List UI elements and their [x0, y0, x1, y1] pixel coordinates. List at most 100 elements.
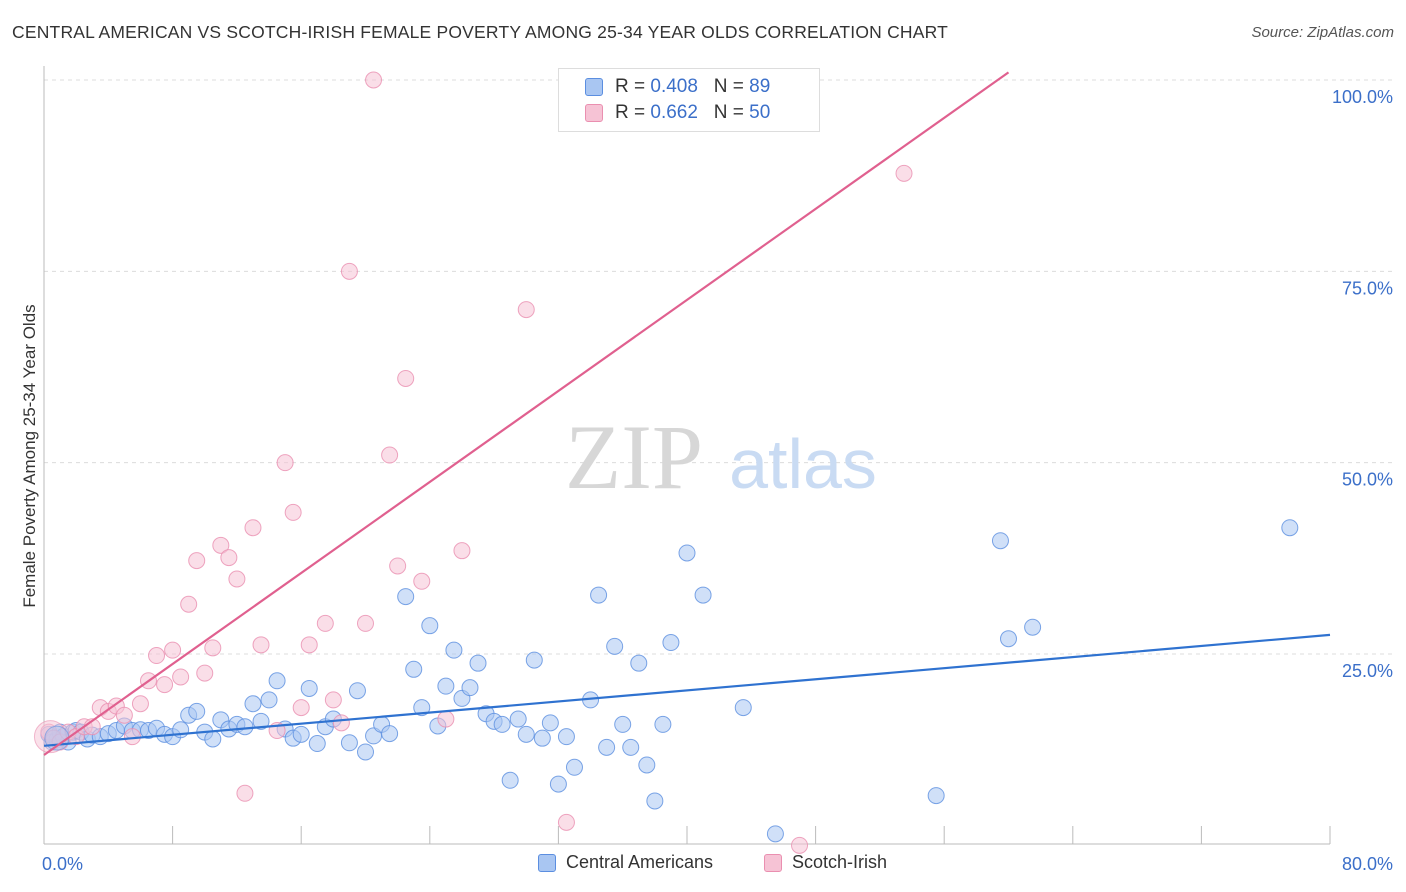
central-american-point — [461, 679, 479, 697]
stats-legend: R = 0.408 N = 89 R = 0.662 N = 50 — [558, 68, 820, 132]
watermark: ZIP atlas — [565, 406, 877, 508]
legend-n-value: 89 — [749, 76, 771, 97]
central-american-point — [469, 654, 487, 672]
scotch-irish-point — [791, 836, 809, 854]
central-american-point — [630, 654, 648, 672]
scotch-irish-point — [437, 710, 455, 728]
central-american-point — [493, 715, 511, 733]
central-american-point — [260, 691, 278, 709]
legend-n-value: 50 — [749, 102, 771, 123]
central-american-point — [348, 682, 366, 700]
central-american-point — [525, 651, 543, 669]
scotch-irish-point — [244, 519, 262, 537]
watermark-zip: ZIP — [565, 406, 703, 508]
x-tick-label: 80.0% — [1342, 854, 1393, 874]
scotch-irish-point — [357, 614, 374, 632]
bottom-legend-central: Central Americans — [538, 852, 713, 873]
scotch-irish-point — [397, 369, 415, 387]
central-american-point — [244, 695, 262, 713]
scotch-irish-point — [236, 784, 254, 802]
bottom-swatch-scotch — [764, 853, 782, 872]
scotch-irish-point — [557, 813, 575, 831]
central-american-point — [557, 728, 575, 746]
bottom-legend-scotch: Scotch-Irish — [764, 852, 887, 873]
trend-lines — [43, 71, 1331, 756]
scotch-irish-point — [115, 706, 133, 724]
central-american-point — [662, 634, 680, 652]
central-american-point — [292, 725, 310, 743]
bottom-swatch-central — [538, 853, 556, 872]
central-american-point — [204, 730, 222, 748]
scotch-irish-point — [220, 549, 238, 567]
y-tick-label: 100.0% — [1332, 87, 1393, 107]
central-american-point — [598, 738, 616, 756]
central-american-point — [654, 715, 672, 733]
central-american-point — [357, 743, 374, 761]
scotch-irish-point — [276, 454, 294, 472]
scotch-irish-point — [284, 503, 302, 521]
central-american-point — [541, 714, 559, 732]
scotch-irish-point — [365, 71, 383, 89]
scotch-irish-point — [389, 557, 407, 575]
legend-r-label: R = — [615, 76, 646, 97]
legend-n-label: N = — [713, 76, 744, 97]
central-american-point — [614, 715, 632, 733]
y-tick-label: 25.0% — [1342, 661, 1393, 681]
central-american-point — [533, 729, 551, 747]
scotch-irish-point — [300, 636, 318, 654]
central-american-point — [381, 725, 399, 743]
central-american-point — [549, 775, 567, 793]
central-american-point — [397, 588, 415, 606]
scotch-irish-point — [292, 699, 310, 717]
central-american-point — [445, 641, 463, 659]
axes — [43, 66, 1331, 845]
central-american-point — [1281, 519, 1299, 537]
legend-r-label: R = — [615, 102, 646, 123]
watermark-atlas: atlas — [729, 425, 877, 503]
scotch-irish-point — [204, 639, 222, 657]
legend-row-scotch: R = 0.662 N = 50 — [585, 101, 770, 125]
scotch-irish-point — [156, 676, 174, 694]
scotch-irish-point — [895, 164, 913, 182]
central-american-point — [590, 586, 608, 604]
central-american-point — [421, 617, 439, 635]
scotch-irish-point — [324, 691, 342, 709]
scotch-irish-point — [252, 636, 270, 654]
central-american-point — [517, 725, 535, 743]
scotch-irish-point — [196, 664, 214, 682]
central-american-point — [413, 699, 431, 717]
central-american-point — [308, 735, 326, 753]
tick-labels: 25.0% 50.0% 75.0% 100.0% 0.0% 80.0% — [42, 87, 1393, 874]
x-tick-label: 0.0% — [42, 854, 83, 874]
central-american-point — [1000, 630, 1017, 648]
bottom-legend-central-label: Central Americans — [566, 852, 714, 872]
central-american-point — [405, 660, 423, 678]
scotch-irish-point — [517, 301, 535, 319]
scotch-irish-point — [148, 647, 166, 665]
central-american-point — [565, 758, 583, 776]
y-tick-label: 50.0% — [1342, 470, 1393, 490]
chart-title: CENTRAL AMERICAN VS SCOTCH-IRISH FEMALE … — [12, 22, 949, 42]
scotch-irish-point — [228, 570, 246, 588]
central-american-point — [1024, 618, 1042, 636]
scotch-irish-trend-line — [43, 71, 1010, 756]
legend-r-value: 0.408 — [650, 76, 698, 97]
scotch-irish-point — [332, 714, 350, 732]
scotch-irish-point — [164, 641, 182, 659]
y-tick-label: 75.0% — [1342, 278, 1393, 298]
gridlines — [44, 79, 1395, 655]
scotch-irish-point — [413, 572, 431, 590]
legend-swatch-scotch — [585, 104, 603, 122]
central-american-point — [236, 718, 254, 736]
central-american-point — [252, 712, 270, 730]
bottom-legend-scotch-label: Scotch-Irish — [792, 852, 888, 872]
central-american-point — [509, 710, 527, 728]
central-american-point — [734, 699, 752, 717]
central-american-point — [927, 787, 945, 805]
scotch-irish-point — [340, 262, 358, 280]
central-american-trend-line — [43, 633, 1331, 747]
legend-n-label: N = — [713, 102, 744, 123]
legend-row-central: R = 0.408 N = 89 — [585, 75, 770, 99]
scotch-irish-point — [188, 552, 206, 570]
central-american-point — [694, 586, 712, 604]
